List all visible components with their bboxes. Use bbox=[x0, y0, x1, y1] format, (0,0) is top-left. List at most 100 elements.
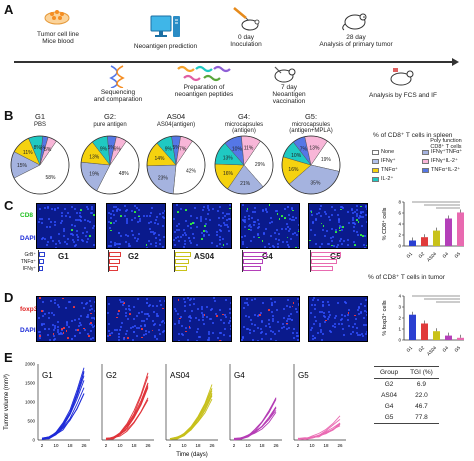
growth-curve bbox=[41, 393, 85, 439]
nucleus-dot bbox=[46, 334, 49, 337]
pie-slice-label: 9% bbox=[165, 147, 173, 153]
nucleus-dot bbox=[208, 234, 211, 237]
nucleus-dot bbox=[248, 224, 251, 227]
nucleus-dot bbox=[124, 209, 127, 212]
nucleus-dot bbox=[364, 309, 367, 312]
nucleus-dot bbox=[228, 334, 231, 337]
nucleus-dot bbox=[257, 339, 260, 341]
growth-x-tick: 10 bbox=[53, 443, 59, 448]
nucleus-dot bbox=[291, 208, 294, 211]
function-bar bbox=[39, 266, 43, 271]
peptides-icon bbox=[177, 65, 231, 82]
nucleus-dot bbox=[225, 340, 228, 341]
nucleus-dot bbox=[278, 330, 281, 333]
nucleus-dot bbox=[125, 234, 128, 237]
nucleus-dot bbox=[177, 319, 180, 322]
nucleus-dot bbox=[136, 326, 139, 329]
nucleus-dot bbox=[358, 306, 360, 309]
nucleus-dot bbox=[78, 324, 81, 327]
nucleus-dot bbox=[128, 309, 131, 312]
nucleus-dot bbox=[66, 321, 69, 324]
nucleus-dot bbox=[71, 320, 74, 323]
stain-signal-dot bbox=[190, 223, 192, 225]
legend-label: IL-2⁺ bbox=[381, 175, 394, 182]
nucleus-dot bbox=[110, 331, 113, 334]
nucleus-dot bbox=[184, 240, 187, 243]
nucleus-dot bbox=[322, 229, 325, 232]
nucleus-dot bbox=[151, 207, 154, 210]
nucleus-dot bbox=[285, 323, 288, 326]
nucleus-dot bbox=[297, 303, 299, 306]
nucleus-dot bbox=[74, 243, 77, 246]
nucleus-dot bbox=[150, 243, 153, 246]
nucleus-dot bbox=[296, 338, 299, 341]
nucleus-dot bbox=[163, 210, 165, 213]
bar bbox=[445, 335, 452, 340]
nucleus-dot bbox=[202, 205, 205, 208]
nucleus-dot bbox=[244, 220, 247, 223]
nucleus-dot bbox=[115, 210, 118, 213]
nucleus-dot bbox=[85, 302, 88, 305]
nucleus-dot bbox=[291, 331, 294, 334]
nucleus-dot bbox=[296, 234, 299, 237]
nucleus-dot bbox=[243, 215, 246, 218]
legend-label: TNFα⁺ bbox=[381, 166, 398, 173]
nucleus-dot bbox=[207, 213, 210, 216]
nucleus-dot bbox=[280, 227, 283, 230]
nucleus-dot bbox=[67, 300, 70, 303]
nucleus-dot bbox=[123, 205, 126, 208]
nucleus-dot bbox=[360, 216, 363, 219]
pie-group-code: G4: bbox=[237, 112, 251, 121]
table-row: G5 77.8 bbox=[374, 412, 439, 424]
nucleus-dot bbox=[338, 239, 341, 242]
stain-signal-dot bbox=[292, 302, 295, 304]
nucleus-dot bbox=[94, 318, 95, 321]
nucleus-dot bbox=[117, 247, 120, 248]
nucleus-dot bbox=[261, 210, 264, 213]
nucleus-dot bbox=[40, 221, 43, 224]
nucleus-dot bbox=[118, 333, 121, 336]
nucleus-dot bbox=[364, 298, 367, 301]
nucleus-dot bbox=[284, 228, 287, 231]
nucleus-dot bbox=[344, 315, 347, 318]
nucleus-dot bbox=[331, 240, 334, 243]
tgi-group: G4 bbox=[384, 403, 394, 410]
growth-x-tick: 2 bbox=[297, 443, 300, 448]
stain-signal-dot bbox=[320, 222, 323, 225]
nucleus-dot bbox=[317, 298, 320, 301]
nucleus-dot bbox=[287, 243, 290, 246]
nucleus-dot bbox=[264, 209, 267, 212]
function-bar bbox=[39, 252, 45, 257]
nucleus-dot bbox=[230, 308, 231, 311]
nucleus-dot bbox=[115, 206, 118, 209]
nucleus-dot bbox=[201, 209, 204, 212]
nucleus-dot bbox=[151, 319, 154, 322]
nucleus-dot bbox=[145, 317, 148, 320]
nucleus-dot bbox=[289, 312, 292, 315]
nucleus-dot bbox=[288, 306, 291, 309]
nucleus-dot bbox=[274, 232, 277, 235]
nucleus-dot bbox=[219, 340, 222, 341]
nucleus-dot bbox=[119, 242, 122, 245]
tgi-value: 46.7 bbox=[415, 403, 428, 410]
nucleus-dot bbox=[117, 338, 120, 341]
nucleus-dot bbox=[162, 216, 165, 219]
nucleus-dot bbox=[270, 338, 273, 340]
nucleus-dot bbox=[248, 217, 251, 220]
nucleus-dot bbox=[365, 330, 367, 333]
stain-signal-dot bbox=[185, 209, 187, 211]
stain-signal-dot bbox=[41, 310, 43, 312]
bar bbox=[433, 230, 440, 246]
nucleus-dot bbox=[295, 334, 298, 337]
pie-slice-label: 6% bbox=[114, 147, 122, 153]
nucleus-dot bbox=[138, 208, 141, 211]
nucleus-dot bbox=[74, 224, 77, 227]
nucleus-dot bbox=[286, 328, 289, 331]
function-bar bbox=[109, 259, 120, 264]
nucleus-dot bbox=[122, 301, 125, 304]
nucleus-dot bbox=[271, 311, 274, 314]
nucleus-dot bbox=[113, 328, 116, 331]
nucleus-dot bbox=[182, 246, 185, 248]
pie-slice-label: 15% bbox=[17, 163, 28, 169]
nucleus-dot bbox=[54, 302, 57, 305]
